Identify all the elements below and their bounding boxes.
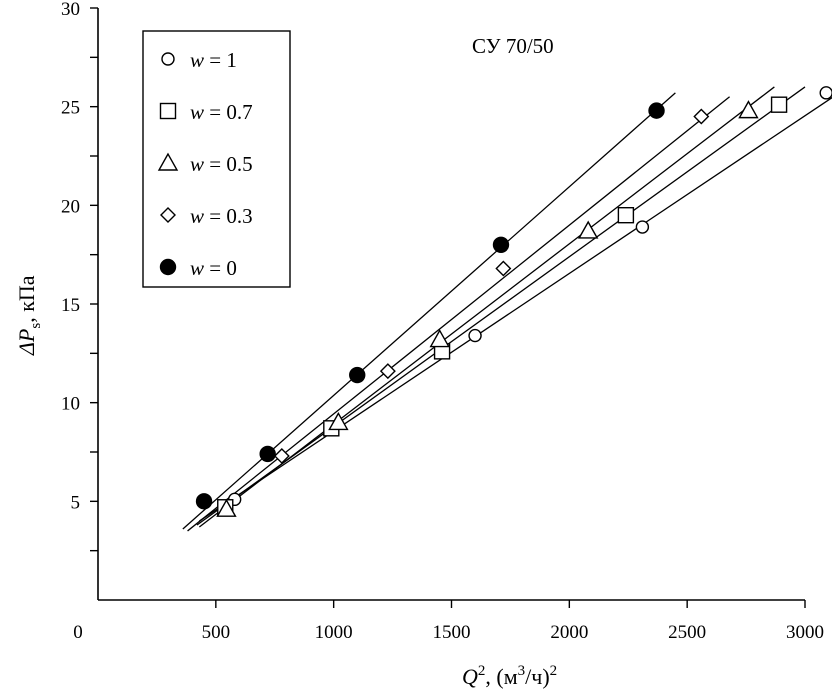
x-label-sup: 2 (478, 663, 486, 679)
y-tick-label: 30 (61, 0, 80, 20)
y-label-symbol: ΔP (14, 329, 39, 356)
legend-marker (161, 52, 175, 66)
chart-annotation: СУ 70/50 (472, 34, 554, 58)
data-point (495, 260, 512, 277)
legend-var: w (190, 48, 204, 72)
data-point (738, 100, 759, 119)
legend-label: w = 0.5 (190, 152, 253, 176)
x-tick-label: 0 (73, 622, 83, 643)
x-tick-label: 1000 (315, 622, 353, 643)
legend-label: w = 0 (190, 256, 237, 280)
legend-marker (157, 152, 179, 171)
x-label-rest2: /ч) (525, 664, 550, 689)
legend-marker (159, 258, 177, 276)
markers (195, 86, 832, 517)
legend-label: w = 0.7 (190, 100, 253, 124)
legend-var: w (190, 100, 204, 124)
x-tick-label: 3000 (786, 622, 824, 643)
data-point (635, 220, 650, 234)
legend-marker (160, 207, 176, 223)
x-label-sup3: 2 (550, 663, 558, 679)
legend: w = 1w = 0.7w = 0.5w = 0.3w = 0 (142, 30, 291, 288)
y-tick-label: 5 (71, 492, 81, 513)
x-label-sup2: 3 (518, 663, 526, 679)
y-tick-label: 10 (61, 394, 80, 415)
legend-marker (159, 102, 177, 120)
data-point (216, 498, 237, 517)
y-tick-label: 25 (61, 98, 80, 119)
legend-value: = 0.7 (204, 100, 253, 124)
legend-value: = 0.3 (204, 204, 253, 228)
data-point (770, 96, 788, 113)
x-label-symbol: Q (462, 664, 478, 689)
data-point (379, 363, 396, 380)
legend-value: = 0 (204, 256, 237, 280)
y-label-rest: , кПа (14, 275, 39, 323)
legend-value: = 0.5 (204, 152, 253, 176)
fit-line (198, 86, 775, 528)
x-tick-label: 2000 (550, 622, 588, 643)
x-axis-label: Q2, (м3/ч)2 (462, 663, 557, 689)
legend-value: = 1 (204, 48, 237, 72)
legend-var: w (190, 152, 204, 176)
fit-line (198, 96, 832, 522)
data-point (328, 411, 349, 431)
x-tick-label: 1500 (433, 622, 471, 643)
data-point (617, 206, 635, 224)
legend-label: w = 1 (190, 48, 237, 72)
ticks: 0 500 1000 1500 2000 2500 3000 5 10 15 20 25 30 (61, 0, 824, 643)
y-tick-label: 20 (61, 196, 80, 217)
legend-items: w = 1w = 0.7w = 0.5w = 0.3w = 0 (157, 48, 253, 280)
data-point (349, 366, 366, 384)
x-tick-label: 500 (202, 622, 231, 643)
x-label-rest: , (м (485, 664, 517, 689)
data-point (195, 493, 213, 510)
data-point (819, 86, 832, 100)
data-point (468, 328, 482, 343)
data-point (693, 108, 710, 125)
legend-var: w (190, 256, 204, 280)
data-point (259, 445, 276, 463)
data-point (577, 220, 599, 239)
data-point (429, 329, 450, 348)
data-point (273, 447, 290, 464)
y-axis-label: ΔPs, кПа (14, 275, 44, 356)
data-point (492, 236, 510, 254)
x-tick-label: 2500 (668, 622, 706, 643)
y-tick-label: 15 (61, 295, 80, 316)
legend-label: w = 0.3 (190, 204, 253, 228)
data-point (648, 102, 665, 119)
legend-var: w (190, 204, 204, 228)
y-label-sub: s (28, 323, 44, 329)
